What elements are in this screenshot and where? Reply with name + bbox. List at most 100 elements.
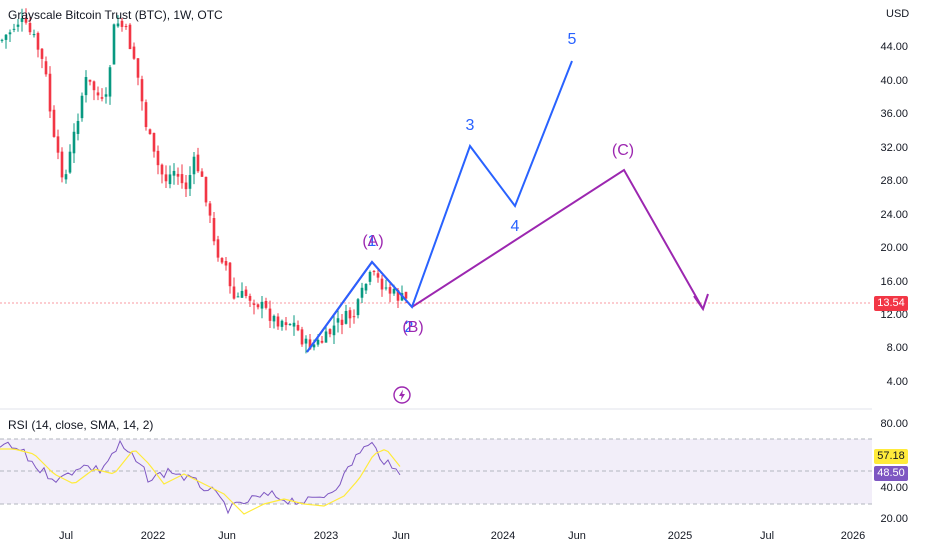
corrective-wave-line [306, 168, 704, 353]
candle-body [328, 329, 332, 335]
symbol-title[interactable]: Grayscale Bitcoin Trust (BTC), 1W, OTC [8, 8, 223, 22]
candle-body [180, 174, 184, 184]
candle-body [244, 289, 248, 297]
candle-body [396, 290, 400, 301]
candle-body [208, 203, 212, 216]
candle-body [88, 79, 92, 82]
candle-body [384, 287, 388, 289]
rsi-tick: 40.00 [880, 482, 908, 494]
candle-body [176, 173, 180, 177]
candle-body [204, 176, 208, 203]
time-tick: 2022 [140, 530, 166, 542]
candle-body [20, 18, 24, 22]
candle-body [36, 33, 40, 50]
candles-group [0, 8, 408, 354]
candle-body [28, 22, 32, 33]
candle-body [260, 301, 264, 309]
time-tick: 2024 [490, 530, 516, 542]
candle-body [140, 79, 144, 102]
rsi-line [0, 439, 401, 515]
price-tick: 16.00 [880, 276, 908, 288]
rsi-value-badge: 48.50 [874, 466, 908, 481]
price-tick: 36.00 [880, 108, 908, 120]
candle-body [8, 32, 12, 35]
candle-body [116, 23, 120, 27]
candle-body [68, 151, 72, 173]
candle-body [248, 295, 252, 301]
candle-body [240, 290, 244, 298]
price-tick: 28.00 [880, 175, 908, 187]
candle-body [136, 58, 140, 78]
candle-body [172, 170, 176, 176]
wave-label-1: 1 [367, 233, 377, 250]
candle-body [320, 340, 324, 343]
candle-body [124, 26, 128, 28]
candle-body [120, 20, 124, 27]
time-tick: Jul [58, 530, 74, 542]
candle-body [52, 109, 56, 137]
candle-body [356, 299, 360, 316]
price-tick: 32.00 [880, 142, 908, 154]
rsi-indicator-title[interactable]: RSI (14, close, SMA, 14, 2) [8, 418, 154, 432]
candle-body [264, 300, 268, 308]
price-tick: 40.00 [880, 75, 908, 87]
candle-body [148, 129, 152, 135]
candle-body [364, 283, 368, 291]
candle-body [252, 303, 256, 305]
price-tick: 4.00 [886, 376, 908, 388]
candle-body [112, 24, 116, 65]
candle-body [24, 17, 28, 23]
candle-body [236, 296, 240, 298]
candle-body [56, 136, 60, 153]
candle-body [76, 120, 80, 134]
candle-body [128, 24, 132, 50]
price-tick: 20.00 [880, 242, 908, 254]
candle-body [332, 325, 336, 336]
candle-body [256, 304, 260, 308]
candle-body [268, 308, 272, 321]
price-tick: 8.00 [886, 342, 908, 354]
candle-body [288, 324, 292, 326]
candle-body [380, 278, 384, 290]
time-tick: Jul [759, 530, 775, 542]
lightning-icon[interactable] [393, 386, 411, 404]
candle-body [60, 151, 64, 178]
wave-label-4: 4 [510, 218, 520, 235]
wave-label-a: (A) [362, 233, 384, 250]
candle-body [324, 331, 328, 343]
rsi-ma-badge: 57.18 [874, 449, 908, 464]
time-tick: Jun [392, 530, 410, 542]
candle-body [284, 322, 288, 326]
impulse-wave-line [306, 60, 573, 353]
candle-body [316, 339, 320, 345]
candle-body [292, 322, 296, 327]
candle-body [108, 67, 112, 97]
time-tick: Jun [568, 530, 586, 542]
candle-body [272, 315, 276, 322]
time-tick: Jun [218, 530, 236, 542]
candle-body [212, 218, 216, 242]
candle-body [184, 182, 188, 190]
price-tick: 12.00 [880, 309, 908, 321]
currency-label[interactable]: USD [886, 8, 910, 20]
price-tick: 44.00 [880, 41, 908, 53]
wave-label-3: 3 [465, 117, 475, 134]
candle-body [216, 239, 220, 258]
candle-body [188, 175, 192, 189]
candle-body [232, 286, 236, 299]
candle-body [392, 288, 396, 294]
candle-body [308, 339, 312, 350]
candle-body [372, 270, 376, 272]
candle-body [12, 28, 16, 30]
last-price-badge: 13.54 [874, 296, 908, 311]
candle-body [368, 272, 372, 282]
candle-body [224, 261, 228, 266]
candle-body [228, 262, 232, 287]
candle-body [48, 73, 52, 112]
rsi-tick: 20.00 [880, 513, 908, 525]
price-tick: 24.00 [880, 209, 908, 221]
candle-body [72, 131, 76, 154]
corrective-wave-arrowhead [693, 293, 709, 312]
